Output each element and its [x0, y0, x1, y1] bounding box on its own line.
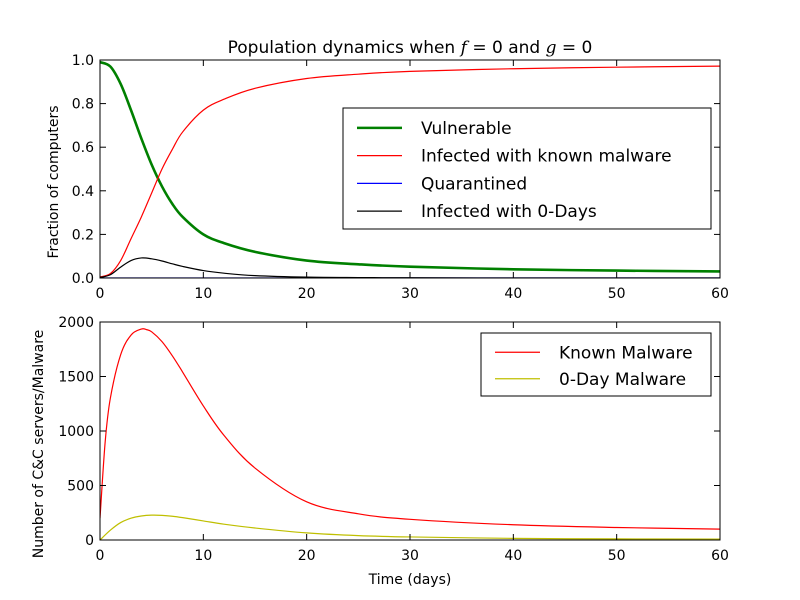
title-var-g: g: [546, 38, 557, 58]
legend-label-0: Vulnerable: [421, 119, 512, 139]
y-axis-label: Number of C&C servers/Malware: [31, 330, 47, 559]
x-tick-label: 30: [401, 548, 419, 564]
x-tick-label: 0: [96, 548, 105, 564]
bottom-panel: 0 10 20 30 40 50 60 0 500 1000 1500 2000 Number of C…: [31, 315, 729, 588]
legend: Known Malware 0-Day Malware: [480, 332, 712, 397]
y-tick-label: 0.6: [72, 140, 94, 156]
y-tick-label: 2000: [58, 315, 94, 331]
series-lines: [100, 328, 720, 540]
x-tick-label: 60: [711, 548, 729, 564]
top-panel: 0 10 20 30 40 50 60 0.0 0.2 0.4 0.6 0.8 1.0 Fraction …: [46, 53, 729, 302]
x-tick-label: 30: [401, 286, 419, 302]
y-tick-label: 0.4: [72, 184, 94, 200]
x-tick-label: 20: [298, 286, 316, 302]
title-var-f: f: [459, 38, 470, 58]
series-line-1: [100, 514, 720, 540]
series-line-1: [100, 65, 720, 278]
x-tick-label: 0: [96, 286, 105, 302]
title-prefix: Population dynamics when: [228, 38, 461, 58]
y-tick-label: 500: [67, 479, 94, 495]
title-eq-1: = 0: [467, 38, 503, 58]
title-and: and: [503, 38, 546, 58]
y-tick-label: 0.0: [72, 271, 94, 287]
x-tick-label: 50: [608, 548, 626, 564]
x-tick-label: 40: [504, 286, 522, 302]
y-tick-label: 0.2: [72, 227, 94, 243]
title-eq-2: = 0: [556, 38, 592, 58]
legend: Vulnerable Infected with known malware Qua…: [342, 107, 712, 230]
x-axis-label: Time (days): [368, 572, 452, 588]
y-tick-label: 1000: [58, 424, 94, 440]
legend-label-2: Quarantined: [421, 174, 527, 194]
series-line-0: [100, 60, 720, 273]
x-tick-label: 60: [711, 286, 729, 302]
legend-label-1: 0-Day Malware: [559, 370, 686, 390]
series-line-0: [100, 328, 720, 530]
figure-title: Population dynamics when f = 0 and g = 0: [228, 38, 593, 58]
y-tick-label: 0: [85, 533, 94, 549]
y-tick-label: 1500: [58, 370, 94, 386]
y-tick-label: 0.8: [72, 97, 94, 113]
x-tick-label: 50: [608, 286, 626, 302]
legend-label-1: Infected with known malware: [421, 147, 672, 167]
x-tick-label: 10: [194, 548, 212, 564]
x-tick-label: 40: [504, 548, 522, 564]
y-tick-label: 1.0: [72, 53, 94, 69]
y-axis-label: Fraction of computers: [46, 105, 62, 258]
legend-label-0: Known Malware: [559, 343, 693, 363]
legend-box: [342, 107, 712, 230]
legend-box: [480, 332, 712, 397]
legend-label-3: Infected with 0-Days: [421, 202, 597, 222]
x-tick-label: 20: [298, 548, 316, 564]
x-tick-label: 10: [194, 286, 212, 302]
